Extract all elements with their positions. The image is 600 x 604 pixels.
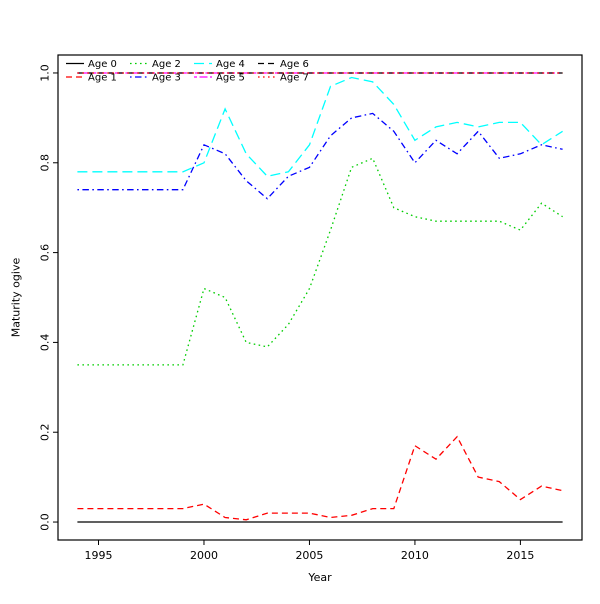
x-axis-title: Year bbox=[307, 571, 332, 584]
legend-label: Age 7 bbox=[280, 73, 309, 84]
series-lines bbox=[77, 72, 563, 523]
y-axis: 0.0 0.2 0.4 0.6 0.8 1.0 bbox=[39, 64, 58, 531]
y-axis-title: Maturity ogive bbox=[10, 258, 23, 338]
legend-label: Age 2 bbox=[152, 59, 181, 70]
x-tick-label: 2005 bbox=[295, 549, 323, 562]
legend-label: Age 4 bbox=[216, 59, 245, 70]
legend: Age 0 Age 1 Age 2 Age 3 Age 4 Age 5 Age 6 Age 7 bbox=[66, 59, 309, 84]
series-line-age-4 bbox=[77, 76, 563, 178]
legend-label: Age 5 bbox=[216, 73, 245, 84]
y-tick-label: 0.8 bbox=[39, 154, 52, 172]
y-tick-label: 0.2 bbox=[39, 423, 52, 441]
x-tick-label: 2000 bbox=[190, 549, 218, 562]
y-tick-label: 0.6 bbox=[39, 244, 52, 262]
x-tick-label: 2015 bbox=[506, 549, 534, 562]
legend-label: Age 0 bbox=[88, 59, 117, 70]
y-tick-label: 0.0 bbox=[39, 513, 52, 531]
y-tick-label: 0.4 bbox=[39, 334, 52, 352]
series-line-age-3 bbox=[77, 112, 563, 200]
legend-label: Age 3 bbox=[152, 73, 181, 84]
x-axis: 1995 2000 2005 2010 2015 bbox=[85, 540, 534, 562]
series-line-age-2 bbox=[77, 157, 563, 366]
series-line-age-1 bbox=[77, 435, 563, 521]
y-tick-label: 1.0 bbox=[39, 64, 52, 82]
legend-label: Age 6 bbox=[280, 59, 309, 70]
legend-label: Age 1 bbox=[88, 73, 117, 84]
x-tick-label: 1995 bbox=[85, 549, 113, 562]
x-tick-label: 2010 bbox=[401, 549, 429, 562]
plot-border bbox=[57, 54, 583, 541]
